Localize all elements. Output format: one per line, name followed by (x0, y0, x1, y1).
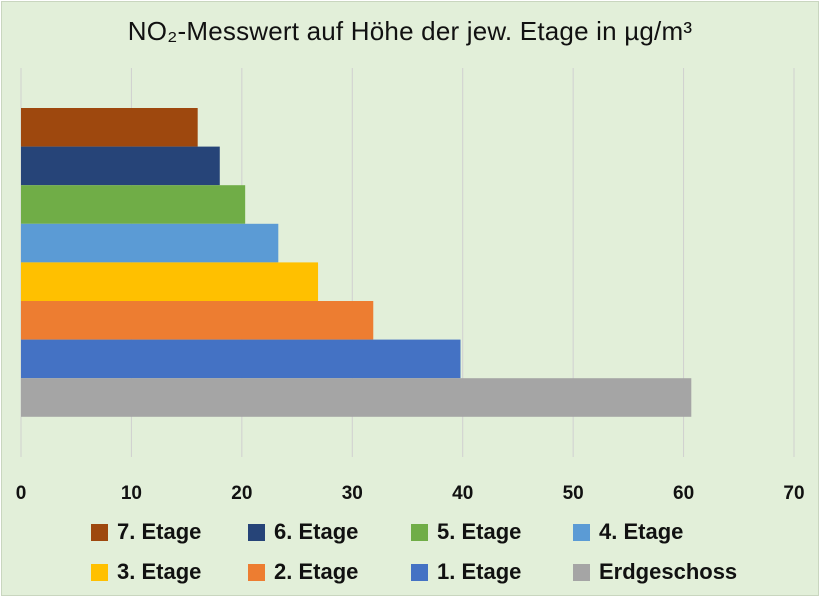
bar-2-etage (21, 301, 374, 340)
x-tick-label-50: 50 (563, 483, 584, 504)
x-tick-label-40: 40 (452, 483, 473, 504)
bar-4-etage (21, 223, 279, 263)
bar-7-etage (21, 108, 198, 147)
x-tick-label-60: 60 (673, 483, 694, 504)
chart-title: NO₂-Messwert auf Höhe der jew. Etage in … (127, 16, 693, 46)
x-tick-label-70: 70 (783, 483, 804, 504)
x-tick-label-0: 0 (16, 483, 27, 504)
x-tick-label-10: 10 (121, 483, 142, 504)
bar-5-etage (21, 185, 246, 224)
bar-1-etage (21, 339, 461, 379)
bar-6-etage (21, 146, 220, 186)
x-tick-label-30: 30 (342, 483, 363, 504)
bar-3-etage (21, 262, 319, 301)
bar-erdgeschoss (21, 378, 692, 417)
x-tick-label-20: 20 (231, 483, 252, 504)
